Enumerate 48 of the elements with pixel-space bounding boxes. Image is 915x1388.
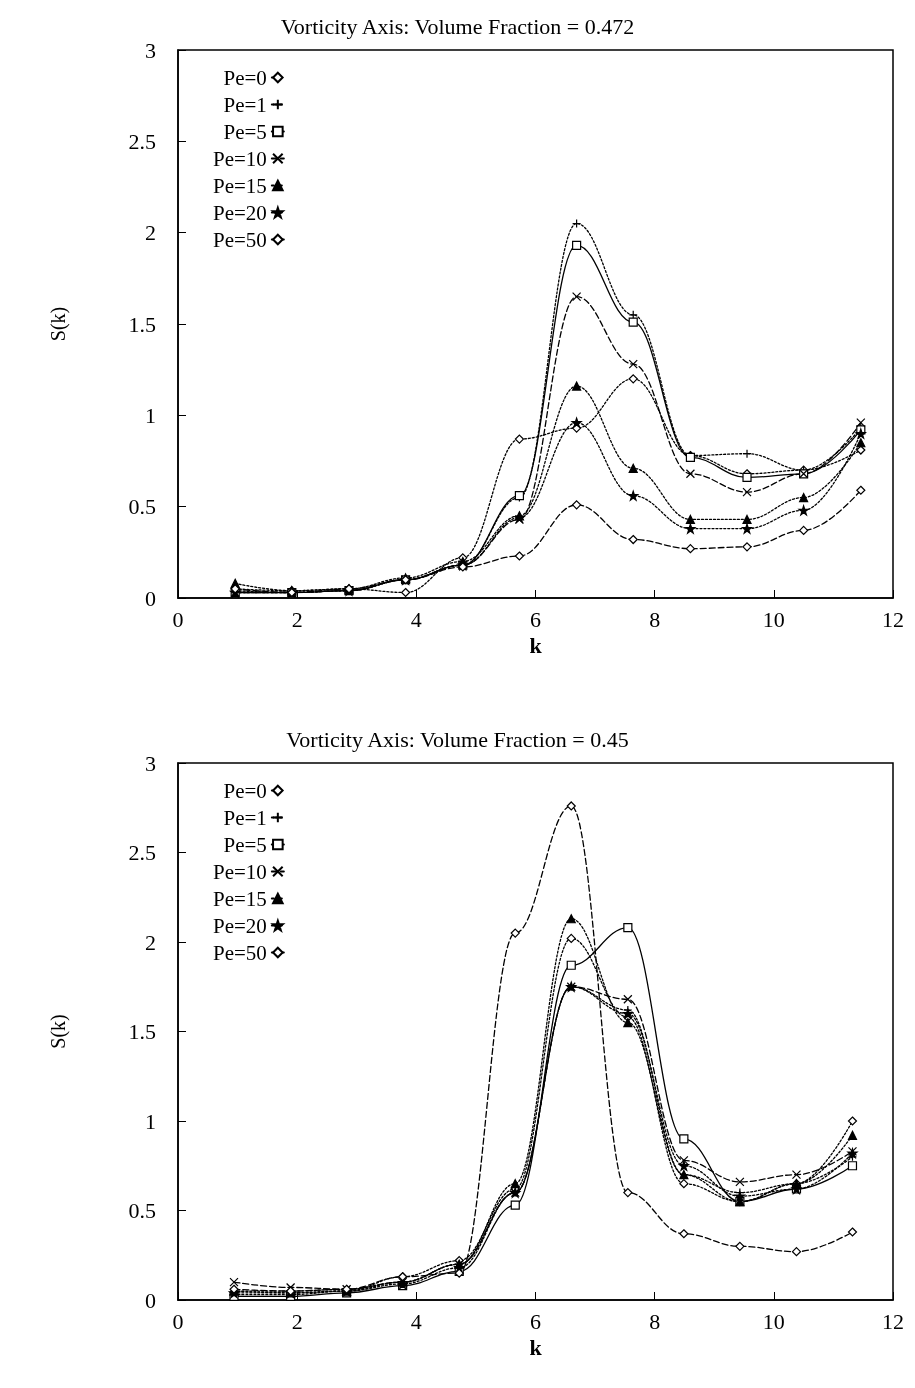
y-tick-label: 1.5 (128, 1019, 156, 1044)
x-tick-label: 0 (172, 1308, 184, 1334)
x-tick-label: 6 (530, 1308, 541, 1334)
chart-title: Vorticity Axis: Volume Fraction = 0.472 (280, 13, 635, 39)
legend-label: Pe=0 (223, 778, 267, 803)
y-tick-label: 2 (145, 929, 156, 955)
legend-label: Pe=5 (223, 119, 267, 144)
legend-label: Pe=15 (213, 886, 267, 911)
x-axis-title: k (529, 633, 543, 659)
legend-label: Pe=20 (213, 913, 267, 938)
y-tick-label: 2.5 (128, 840, 156, 865)
legend-label: Pe=10 (213, 859, 267, 884)
y-tick-label: 0.5 (128, 1198, 156, 1223)
legend-label: Pe=15 (213, 173, 267, 198)
x-tick-label: 2 (291, 606, 303, 632)
y-tick-label: 1 (145, 402, 156, 428)
y-tick-label: 1.5 (128, 311, 156, 337)
x-tick-label: 12 (882, 1308, 904, 1334)
chart-title: Vorticity Axis: Volume Fraction = 0.45 (286, 726, 629, 752)
legend-label: Pe=50 (213, 227, 267, 252)
x-tick-label: 10 (762, 606, 785, 632)
x-tick-label: 6 (530, 606, 541, 632)
y-tick-label: 1 (145, 1108, 156, 1134)
legend-label: Pe=20 (213, 200, 267, 225)
y-tick-label: 0.5 (128, 494, 156, 520)
y-tick-label: 0 (145, 1287, 156, 1313)
legend-label: Pe=10 (213, 146, 267, 171)
legend-label: Pe=0 (223, 65, 267, 90)
legend-label: Pe=1 (223, 805, 267, 830)
y-tick-label: 2 (145, 220, 156, 246)
x-tick-label: 0 (172, 606, 184, 632)
legend-label: Pe=1 (223, 92, 267, 117)
x-tick-label: 4 (410, 606, 422, 632)
y-tick-label: 3 (145, 37, 156, 63)
y-axis-title: S(k) (47, 306, 70, 342)
x-tick-label: 4 (410, 1308, 422, 1334)
y-axis-title: S(k) (47, 1014, 70, 1049)
y-tick-label: 2.5 (128, 128, 156, 154)
x-tick-label: 12 (882, 606, 904, 632)
x-tick-label: 8 (649, 606, 661, 632)
y-tick-label: 0 (145, 585, 156, 611)
x-tick-label: 8 (649, 1308, 661, 1334)
x-tick-label: 2 (291, 1308, 303, 1334)
x-tick-label: 10 (762, 1308, 785, 1334)
y-tick-label: 3 (145, 750, 156, 776)
x-axis-title: k (529, 1335, 543, 1361)
legend-label: Pe=50 (213, 940, 267, 965)
legend-label: Pe=5 (223, 832, 267, 857)
